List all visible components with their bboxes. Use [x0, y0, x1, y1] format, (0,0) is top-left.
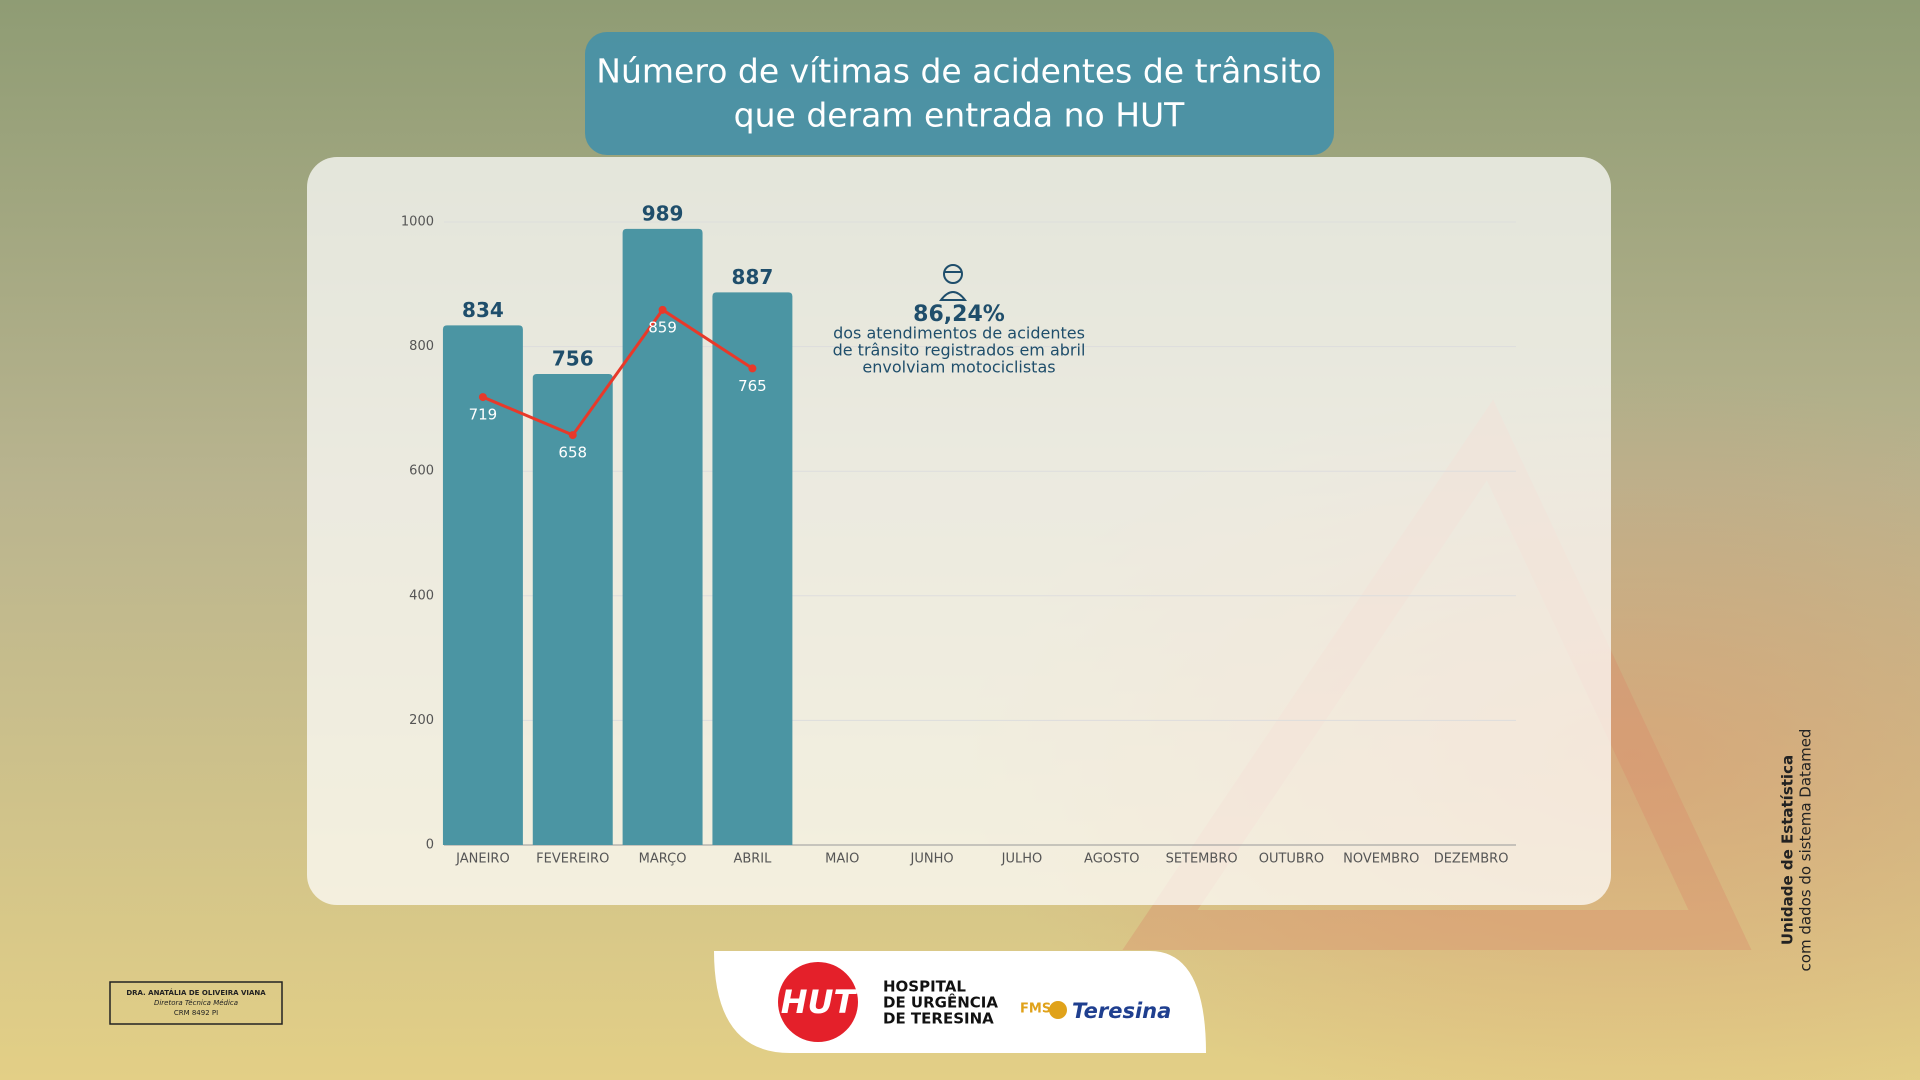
chart-title: que deram entrada no HUT: [734, 96, 1185, 135]
line-point: [658, 305, 667, 314]
y-tick-label: 400: [409, 588, 434, 603]
hospital-name: HOSPITAL: [883, 978, 966, 996]
annotation-value: 86,24%: [913, 302, 1005, 327]
line-point: [478, 393, 487, 402]
signature-role: Diretora Técnica Médica: [154, 999, 238, 1007]
hut-logo-circle: [778, 962, 858, 1042]
bar: [442, 325, 523, 846]
line-value-label: 658: [558, 444, 587, 462]
line-value-label: 859: [648, 318, 677, 336]
x-tick-label: SETEMBRO: [1166, 852, 1238, 867]
bar-value-label: 756: [552, 347, 594, 371]
source-title: Unidade de Estatística: [1779, 755, 1797, 945]
signature-crm: CRM 8492 PI: [174, 1009, 218, 1017]
hut-logo: HUT: [781, 983, 858, 1021]
city-logo: Teresina: [1072, 999, 1171, 1023]
x-tick-label: FEVEREIRO: [536, 852, 609, 867]
line: [482, 307, 754, 437]
annotation-text: envolviam motociclistas: [862, 358, 1055, 377]
x-tick-label: MAIO: [825, 852, 859, 867]
y-tick-label: 200: [409, 713, 434, 728]
chart-title: Número de vítimas de acidentes de trânsi…: [596, 52, 1321, 91]
hospital-name: DE URGÊNCIA: [883, 993, 998, 1012]
x-tick-label: JUNHO: [910, 852, 954, 867]
bar: [622, 228, 703, 845]
x-tick-label: AGOSTO: [1084, 852, 1139, 867]
x-tick-label: NOVEMBRO: [1343, 852, 1419, 867]
y-tick-label: 600: [409, 464, 434, 479]
title-box: [585, 32, 1334, 155]
annotation-text: dos atendimentos de acidentes: [833, 324, 1085, 343]
x-tick-label: JANEIRO: [455, 852, 510, 867]
fms-logo: FMS: [1020, 1002, 1051, 1017]
hospital-name: DE TERESINA: [883, 1010, 994, 1028]
bar: [532, 374, 613, 845]
x-tick-label: MARÇO: [639, 852, 687, 867]
x-tick-label: OUTUBRO: [1259, 852, 1324, 867]
y-tick-label: 0: [426, 838, 434, 853]
annotation-text: de trânsito registrados em abril: [833, 341, 1086, 360]
motorcyclist-icon: [938, 264, 968, 301]
line-value-label: 765: [738, 377, 767, 395]
line-point: [568, 431, 577, 440]
y-tick-label: 800: [409, 339, 434, 354]
x-tick-label: DEZEMBRO: [1434, 852, 1509, 867]
bar: [712, 292, 793, 845]
bar-value-label: 887: [732, 265, 774, 289]
line-value-label: 719: [469, 406, 498, 424]
bar-value-label: 989: [642, 201, 684, 225]
bar-value-label: 834: [462, 298, 504, 322]
y-tick-label: 1000: [401, 215, 434, 230]
city-crest: [1049, 1001, 1067, 1019]
x-tick-label: JULHO: [1001, 852, 1043, 867]
line-point: [748, 364, 757, 373]
x-tick-label: ABRIL: [733, 852, 772, 867]
plot: 0 200 400 600 800 1000 JANEIRO FEVEREIRO MARÇO AB…: [401, 201, 1516, 867]
signature-box: [109, 981, 283, 1025]
source-text: com dados do sistema Datamed: [1797, 729, 1815, 972]
signature-name: DRA. ANATÁLIA DE OLIVEIRA VIANA: [126, 988, 266, 997]
